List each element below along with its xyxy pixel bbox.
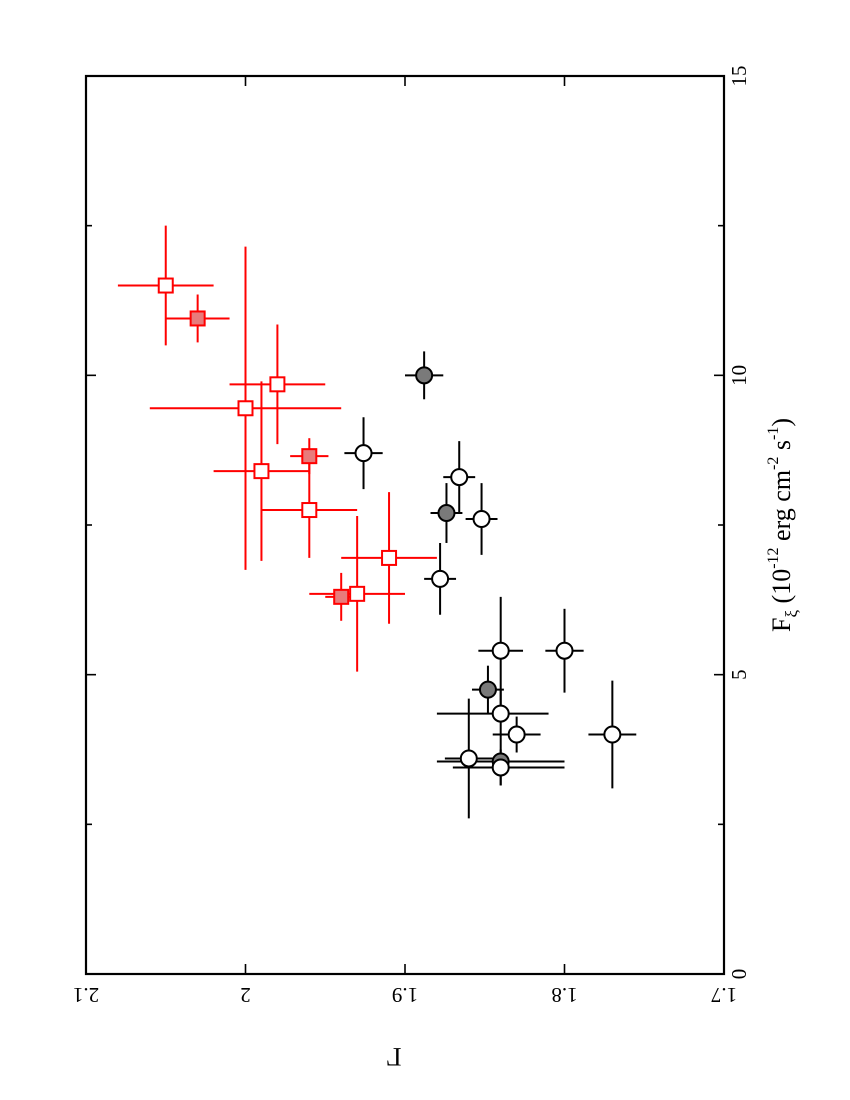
data-point-square bbox=[349, 585, 366, 602]
x-axis-label: Fξ (10-12 erg cm-2 s-1) bbox=[765, 418, 801, 632]
y-tick-label: 1.8 bbox=[551, 983, 577, 1007]
data-point-square bbox=[381, 549, 398, 566]
data-point-circle bbox=[354, 444, 373, 463]
y-tick-label: 2.1 bbox=[73, 983, 99, 1007]
x-label-part-1: ξ bbox=[782, 610, 801, 618]
data-point-square bbox=[301, 502, 318, 519]
x-label-part-8: ) bbox=[767, 418, 796, 427]
data-point-circle bbox=[603, 725, 622, 744]
x-label-part-7: -1 bbox=[765, 427, 782, 440]
y-tick-label: 1.7 bbox=[711, 983, 737, 1007]
data-point-square bbox=[237, 400, 254, 417]
x-label-part-6: s bbox=[767, 440, 796, 457]
axis-ticks bbox=[85, 75, 725, 975]
data-point-circle bbox=[507, 725, 526, 744]
data-point-circle bbox=[431, 569, 450, 588]
x-label-part-0: F bbox=[767, 618, 796, 632]
data-point-circle bbox=[491, 641, 510, 660]
y-tick-label: 1.9 bbox=[392, 983, 418, 1007]
data-point-square bbox=[269, 376, 286, 393]
plot-frame bbox=[84, 74, 726, 976]
data-point-circle bbox=[472, 510, 491, 529]
data-point-circle bbox=[491, 758, 510, 777]
data-point-circle bbox=[459, 749, 478, 768]
data-point-circle bbox=[555, 641, 574, 660]
x-tick-label: 15 bbox=[727, 66, 751, 87]
data-markers bbox=[157, 277, 622, 777]
tick-labels: 0 5 10 15 1.7 1.8 1.9 2 2.1 bbox=[73, 66, 751, 1008]
data-point-square bbox=[333, 588, 350, 605]
x-label-part-4: erg cm bbox=[767, 470, 796, 548]
x-label-part-2: (10 bbox=[767, 569, 796, 610]
x-tick-label: 5 bbox=[727, 669, 751, 680]
y-axis-label: Γ bbox=[386, 1042, 401, 1071]
data-point-circle bbox=[450, 468, 469, 487]
data-point-square bbox=[189, 310, 206, 327]
x-label-part-3: -12 bbox=[765, 547, 782, 568]
x-tick-label: 10 bbox=[727, 365, 751, 386]
y-tick-label: 2 bbox=[240, 983, 251, 1007]
x-tick-label: 0 bbox=[727, 969, 751, 980]
data-point-circle bbox=[491, 704, 510, 723]
x-label-part-5: -2 bbox=[765, 457, 782, 470]
data-point-square bbox=[253, 463, 270, 480]
data-point-circle bbox=[415, 366, 434, 385]
data-point-circle bbox=[478, 680, 497, 699]
data-point-square bbox=[301, 448, 318, 465]
data-point-square bbox=[157, 277, 174, 294]
data-point-circle bbox=[437, 504, 456, 523]
